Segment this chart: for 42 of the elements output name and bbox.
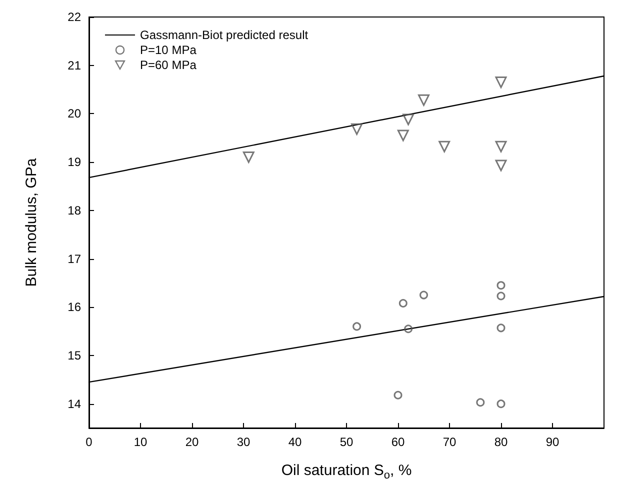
x-tick-label: 60 <box>391 435 405 449</box>
point <box>496 400 506 408</box>
x-tick-label: 0 <box>86 435 93 449</box>
x-tick-label: 80 <box>494 435 508 449</box>
point <box>495 76 507 88</box>
x-tick-label: 70 <box>442 435 456 449</box>
y-tick-label: 18 <box>68 203 82 218</box>
point <box>418 94 430 106</box>
y-tick-label: 17 <box>68 252 82 266</box>
point <box>495 140 507 152</box>
y-tick-label: 20 <box>68 106 82 121</box>
x-tick-label: 50 <box>340 435 354 449</box>
point <box>394 390 402 400</box>
x-tick-label: 10 <box>134 435 148 449</box>
x-tick-label: 20 <box>185 435 199 449</box>
point <box>397 130 409 142</box>
point <box>352 322 362 331</box>
point <box>496 324 506 332</box>
point <box>404 324 413 334</box>
point <box>242 151 254 163</box>
y-tick-label: 22 <box>68 10 82 24</box>
y-tick-label: 16 <box>68 300 82 314</box>
legend-label: Gassmann-Biot predicted result <box>140 28 309 42</box>
y-tick-label: 14 <box>68 396 82 411</box>
point <box>351 123 363 135</box>
point <box>438 140 450 152</box>
point <box>495 160 507 172</box>
x-tick-label: 90 <box>546 435 560 449</box>
y-tick-label: 19 <box>68 155 82 170</box>
point <box>496 281 506 290</box>
point <box>496 292 506 300</box>
y-tick-label: 21 <box>68 58 82 72</box>
point <box>476 398 485 407</box>
x-tick-label: 40 <box>288 435 302 449</box>
y-tick-label: 15 <box>68 348 82 362</box>
legend-label: P=60 MPa <box>140 58 197 72</box>
point <box>398 299 408 308</box>
point <box>420 290 428 300</box>
point <box>402 114 414 126</box>
y-axis-title: Bulk modulus, GPa <box>23 158 40 287</box>
x-tick-label: 30 <box>236 435 250 449</box>
legend-label: P=10 MPa <box>140 43 197 57</box>
